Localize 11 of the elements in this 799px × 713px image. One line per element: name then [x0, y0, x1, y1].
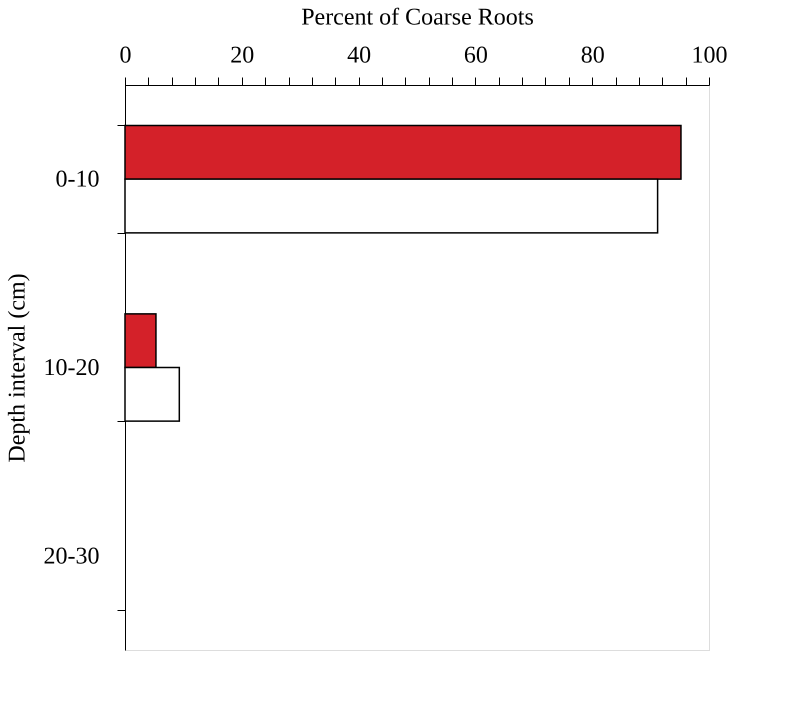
y-tick-label: 20-30	[44, 543, 100, 570]
y-axis-title: Depth interval (cm)	[4, 273, 31, 463]
x-tick-label: 0	[120, 42, 132, 68]
x-axis-title: Percent of Coarse Roots	[301, 4, 534, 30]
x-tick-label: 100	[692, 42, 728, 68]
x-tick-label: 60	[464, 42, 488, 68]
x-tick-label: 40	[347, 42, 372, 68]
x-tick-label: 20	[230, 42, 254, 68]
y-tick-label: 0-10	[56, 166, 100, 193]
x-tick-label: 80	[580, 42, 605, 68]
y-tick-label: 10-20	[44, 355, 100, 381]
